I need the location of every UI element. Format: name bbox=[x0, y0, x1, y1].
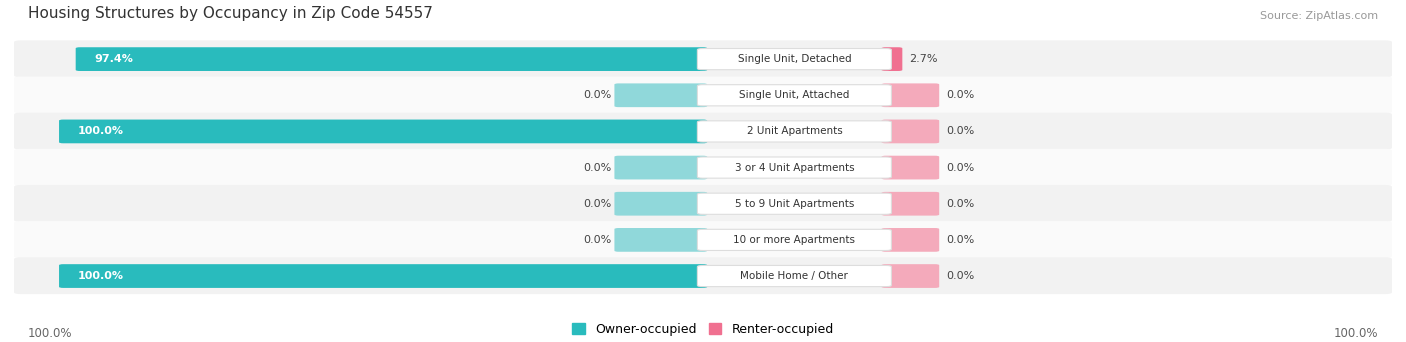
Text: Housing Structures by Occupancy in Zip Code 54557: Housing Structures by Occupancy in Zip C… bbox=[28, 5, 433, 21]
Text: Mobile Home / Other: Mobile Home / Other bbox=[741, 271, 848, 281]
Text: Single Unit, Attached: Single Unit, Attached bbox=[740, 90, 849, 100]
FancyBboxPatch shape bbox=[882, 156, 939, 180]
FancyBboxPatch shape bbox=[697, 265, 891, 287]
Text: 0.0%: 0.0% bbox=[583, 199, 612, 209]
Text: 0.0%: 0.0% bbox=[946, 199, 974, 209]
Text: 2.7%: 2.7% bbox=[910, 54, 938, 64]
Text: 100.0%: 100.0% bbox=[77, 271, 124, 281]
FancyBboxPatch shape bbox=[59, 120, 707, 143]
Text: 97.4%: 97.4% bbox=[94, 54, 132, 64]
Text: Source: ZipAtlas.com: Source: ZipAtlas.com bbox=[1260, 11, 1378, 21]
Text: Single Unit, Detached: Single Unit, Detached bbox=[738, 54, 851, 64]
FancyBboxPatch shape bbox=[882, 83, 939, 107]
FancyBboxPatch shape bbox=[697, 49, 891, 70]
FancyBboxPatch shape bbox=[14, 221, 1392, 258]
FancyBboxPatch shape bbox=[14, 257, 1392, 294]
Text: 0.0%: 0.0% bbox=[583, 90, 612, 100]
FancyBboxPatch shape bbox=[614, 156, 707, 180]
FancyBboxPatch shape bbox=[697, 229, 891, 250]
FancyBboxPatch shape bbox=[882, 192, 939, 215]
FancyBboxPatch shape bbox=[14, 77, 1392, 113]
Text: 100.0%: 100.0% bbox=[1333, 327, 1378, 340]
FancyBboxPatch shape bbox=[882, 120, 939, 143]
Text: 10 or more Apartments: 10 or more Apartments bbox=[734, 235, 855, 245]
Legend: Owner-occupied, Renter-occupied: Owner-occupied, Renter-occupied bbox=[572, 323, 834, 336]
FancyBboxPatch shape bbox=[614, 192, 707, 215]
FancyBboxPatch shape bbox=[882, 228, 939, 252]
Text: 100.0%: 100.0% bbox=[28, 327, 73, 340]
FancyBboxPatch shape bbox=[59, 264, 707, 288]
Text: 0.0%: 0.0% bbox=[946, 271, 974, 281]
FancyBboxPatch shape bbox=[14, 185, 1392, 222]
FancyBboxPatch shape bbox=[697, 193, 891, 214]
Text: 2 Unit Apartments: 2 Unit Apartments bbox=[747, 127, 842, 136]
FancyBboxPatch shape bbox=[614, 228, 707, 252]
Text: 0.0%: 0.0% bbox=[946, 162, 974, 173]
Text: 0.0%: 0.0% bbox=[946, 235, 974, 245]
Text: 0.0%: 0.0% bbox=[583, 235, 612, 245]
Text: 3 or 4 Unit Apartments: 3 or 4 Unit Apartments bbox=[734, 162, 855, 173]
Text: 0.0%: 0.0% bbox=[583, 162, 612, 173]
FancyBboxPatch shape bbox=[14, 40, 1392, 77]
FancyBboxPatch shape bbox=[697, 85, 891, 106]
FancyBboxPatch shape bbox=[614, 83, 707, 107]
FancyBboxPatch shape bbox=[76, 47, 707, 71]
FancyBboxPatch shape bbox=[882, 47, 903, 71]
FancyBboxPatch shape bbox=[14, 113, 1392, 149]
FancyBboxPatch shape bbox=[697, 121, 891, 142]
Text: 0.0%: 0.0% bbox=[946, 127, 974, 136]
FancyBboxPatch shape bbox=[14, 149, 1392, 186]
Text: 100.0%: 100.0% bbox=[77, 127, 124, 136]
FancyBboxPatch shape bbox=[882, 264, 939, 288]
Text: 5 to 9 Unit Apartments: 5 to 9 Unit Apartments bbox=[735, 199, 853, 209]
Text: 0.0%: 0.0% bbox=[946, 90, 974, 100]
FancyBboxPatch shape bbox=[697, 157, 891, 178]
